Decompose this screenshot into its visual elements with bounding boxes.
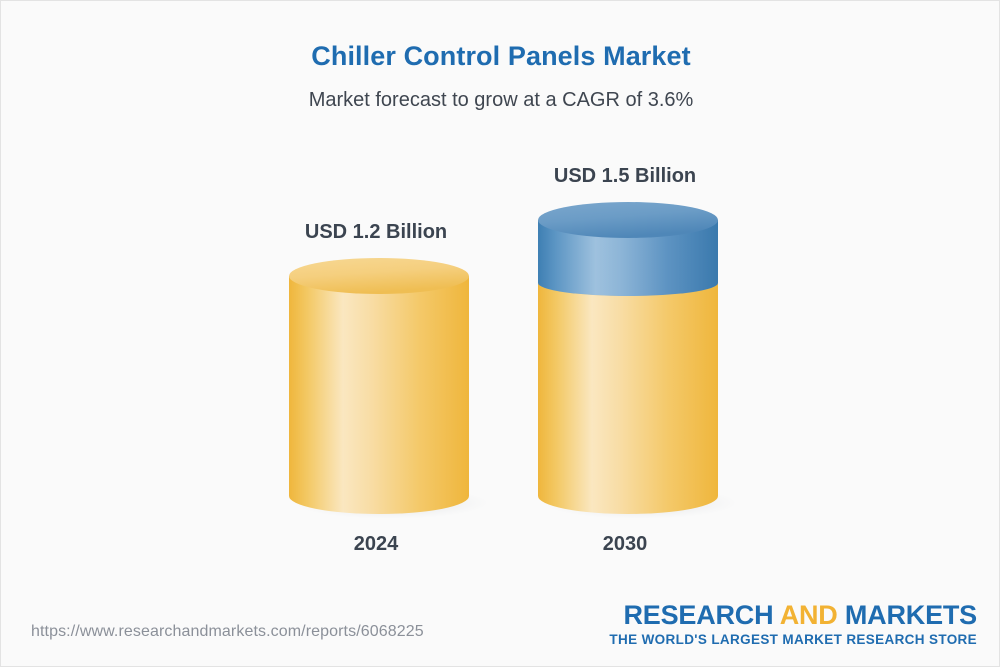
bar-value-label-2024: USD 1.2 Billion (304, 221, 448, 243)
bar-category-label-2030: 2030 (602, 533, 648, 555)
chart-subtitle: Market forecast to grow at a CAGR of 3.6… (308, 89, 694, 111)
plot-area: USD 1.2 Billion (1, 1, 999, 601)
logo-wordmark: RESEARCH AND MARKETS (609, 601, 977, 629)
bar-value-label-2030: USD 1.5 Billion (553, 165, 697, 187)
brand-logo[interactable]: RESEARCH AND MARKETS THE WORLD'S LARGEST… (609, 601, 977, 648)
bar-category-label-2024: 2024 (353, 533, 399, 555)
logo-word-and: AND (779, 600, 838, 630)
bar-cylinder-2024 (289, 258, 489, 519)
report-url[interactable]: https://www.researchandmarkets.com/repor… (31, 623, 424, 640)
logo-tagline: THE WORLD'S LARGEST MARKET RESEARCH STOR… (609, 632, 977, 648)
page-title: Chiller Control Panels Market (311, 41, 691, 71)
logo-word-markets: MARKETS (837, 600, 977, 630)
logo-word-research: RESEARCH (623, 600, 780, 630)
bar-cylinder-2030 (538, 202, 738, 519)
